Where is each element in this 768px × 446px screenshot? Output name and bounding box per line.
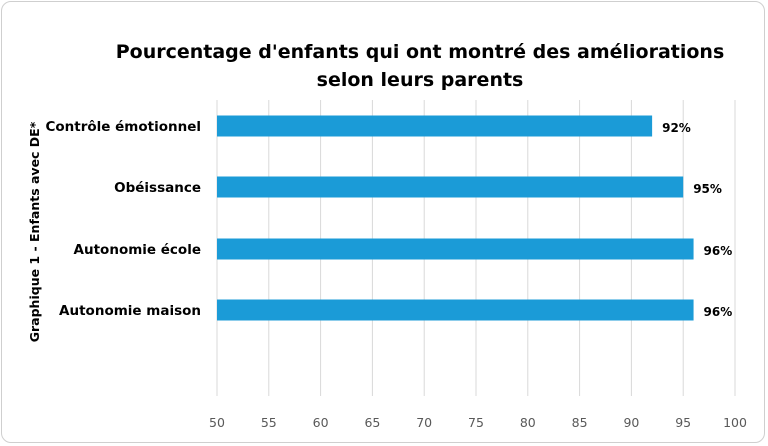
- chart-title-line-2: selon leurs parents: [316, 69, 524, 91]
- category-label: Autonomie maison: [59, 303, 201, 319]
- x-tick-label: 95: [675, 415, 691, 430]
- x-tick-label: 90: [623, 415, 639, 430]
- data-label: 96%: [704, 305, 733, 319]
- category-label: Obéissance: [114, 180, 201, 196]
- x-tick-label: 70: [416, 415, 432, 430]
- data-label: 92%: [662, 121, 691, 135]
- x-tick-label: 80: [520, 415, 536, 430]
- category-label: Autonomie école: [74, 242, 201, 258]
- data-label: 96%: [704, 244, 733, 258]
- bars: [217, 115, 694, 321]
- x-tick-label: 65: [364, 415, 380, 430]
- bar-1: [217, 115, 653, 137]
- bar-4: [217, 299, 694, 321]
- data-label: 95%: [693, 182, 722, 196]
- x-tick-label: 60: [313, 415, 329, 430]
- x-tick-label: 50: [209, 415, 225, 430]
- x-tick-label: 55: [261, 415, 277, 430]
- bar-2: [217, 176, 684, 198]
- y-axis-title: Graphique 1 - Enfants avec DE*: [27, 121, 42, 342]
- x-tick-label: 85: [572, 415, 588, 430]
- category-label: Contrôle émotionnel: [45, 119, 201, 135]
- x-tick-label: 75: [468, 415, 484, 430]
- bar-3: [217, 238, 694, 260]
- x-tick-label: 100: [723, 415, 747, 430]
- labels: 50 55 60 65 70 75 80 85 90 95 100 Contrôle émotionn…: [45, 119, 747, 430]
- chart-title-line-1: Pourcentage d'enfants qui ont montré des…: [115, 41, 725, 63]
